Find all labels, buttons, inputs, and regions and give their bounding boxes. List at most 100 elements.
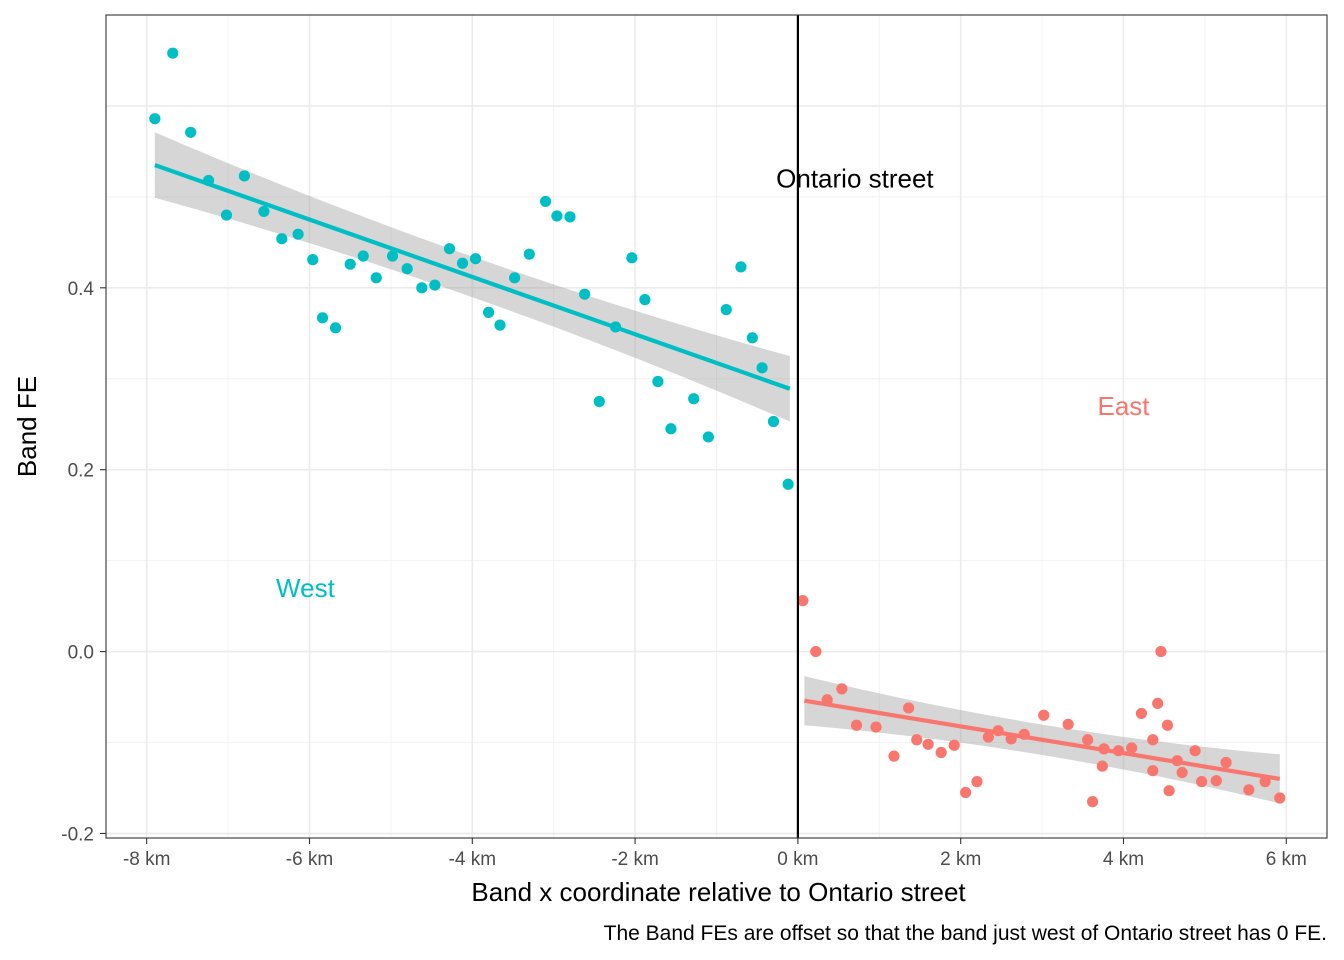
east-data-point <box>935 746 947 759</box>
east-data-point <box>1176 766 1188 779</box>
east-data-point <box>1161 719 1174 731</box>
west-data-point <box>469 253 482 265</box>
x-tick-label: -8 km <box>123 849 171 870</box>
east-data-point <box>1086 796 1099 808</box>
west-data-point <box>456 257 469 269</box>
ontario-street-label: Ontario street <box>776 164 934 194</box>
west-data-point <box>443 243 456 255</box>
east-data-point <box>1126 742 1138 754</box>
east-data-point <box>1274 792 1286 804</box>
east-data-point <box>1155 645 1167 658</box>
x-tick-label: -4 km <box>449 849 497 870</box>
east-data-point <box>870 721 882 733</box>
y-tick-label: 0.0 <box>68 643 94 664</box>
east-data-point <box>903 702 915 714</box>
east-data-point <box>797 595 809 607</box>
west-label: West <box>276 573 336 603</box>
west-data-point <box>767 415 780 428</box>
west-data-point <box>720 304 732 316</box>
x-tick-label: 4 km <box>1103 849 1144 870</box>
east-data-point <box>1243 784 1255 796</box>
west-data-point <box>782 478 794 490</box>
west-data-point <box>386 250 399 262</box>
east-data-point <box>911 734 923 746</box>
west-data-point <box>307 254 319 266</box>
west-data-point <box>652 375 664 388</box>
west-data-point <box>316 312 329 324</box>
y-axis-ticks: -0.2 0.0 0.2 0.4 <box>61 279 106 845</box>
west-data-point <box>238 170 250 182</box>
east-data-point <box>1135 707 1148 720</box>
y-axis-title: Band FE <box>12 376 42 477</box>
east-data-point <box>1196 776 1208 788</box>
west-data-point <box>509 272 521 284</box>
west-data-point <box>579 288 591 300</box>
east-data-point <box>1220 756 1232 769</box>
x-axis-ticks: -8 km -6 km -4 km -2 km 0 km 2 km 4 km 6 km <box>123 838 1307 870</box>
west-data-point <box>482 306 495 318</box>
y-tick-label: 0.2 <box>68 461 94 482</box>
east-label: East <box>1097 391 1150 421</box>
east-data-point <box>850 719 863 731</box>
west-data-point <box>401 263 413 275</box>
west-data-point <box>551 210 563 222</box>
west-data-point <box>756 362 768 374</box>
west-data-point <box>702 431 714 443</box>
west-data-point <box>149 113 161 125</box>
west-data-point <box>626 252 638 264</box>
west-data-point <box>357 250 369 262</box>
east-data-point <box>1062 718 1074 730</box>
east-data-point <box>1082 734 1094 746</box>
west-data-point <box>167 47 179 59</box>
west-data-point <box>329 322 342 334</box>
west-data-point <box>344 258 356 270</box>
x-tick-label: -2 km <box>611 849 659 870</box>
east-data-point <box>982 731 994 743</box>
west-data-point <box>258 205 270 218</box>
west-data-point <box>429 279 441 291</box>
east-data-point <box>810 645 822 658</box>
east-data-point <box>922 738 934 750</box>
east-data-point <box>888 750 900 762</box>
east-fit-line <box>804 698 1281 781</box>
west-data-point <box>220 209 233 221</box>
west-fit-line <box>154 163 791 391</box>
west-data-point <box>564 211 576 223</box>
west-data-point <box>370 272 382 284</box>
y-tick-label: -0.2 <box>61 824 94 845</box>
west-data-point <box>276 233 288 245</box>
east-data-point <box>948 739 960 751</box>
east-data-point <box>959 786 972 799</box>
x-tick-label: 2 km <box>940 849 981 870</box>
east-data-point <box>1152 697 1164 710</box>
west-data-point <box>292 228 304 240</box>
east-data-point <box>1189 745 1201 757</box>
west-data-point <box>639 294 651 306</box>
east-data-point <box>836 683 848 695</box>
y-tick-label: 0.4 <box>68 279 95 300</box>
east-data-point <box>1163 785 1175 797</box>
west-data-point <box>688 393 700 405</box>
x-tick-label: -6 km <box>286 849 334 870</box>
east-data-point <box>1147 765 1159 777</box>
west-data-point <box>539 195 552 208</box>
east-data-point <box>1096 760 1108 772</box>
west-data-point <box>523 248 535 260</box>
x-tick-label: 0 km <box>777 849 818 870</box>
east-data-point <box>1038 709 1050 721</box>
west-data-point <box>746 332 758 344</box>
east-data-point <box>971 776 983 788</box>
west-data-point <box>593 395 605 408</box>
west-data-point <box>735 261 747 273</box>
x-axis-title: Band x coordinate relative to Ontario st… <box>471 877 966 907</box>
west-data-point <box>494 319 506 331</box>
x-tick-label: 6 km <box>1266 849 1307 870</box>
west-data-point <box>416 282 428 294</box>
west-data-point <box>185 126 197 138</box>
fit-lines <box>154 163 1281 781</box>
caption: The Band FEs are offset so that the band… <box>604 922 1327 945</box>
east-data-point <box>1210 775 1222 787</box>
panel-border <box>105 14 1328 839</box>
west-data-point <box>665 423 677 435</box>
